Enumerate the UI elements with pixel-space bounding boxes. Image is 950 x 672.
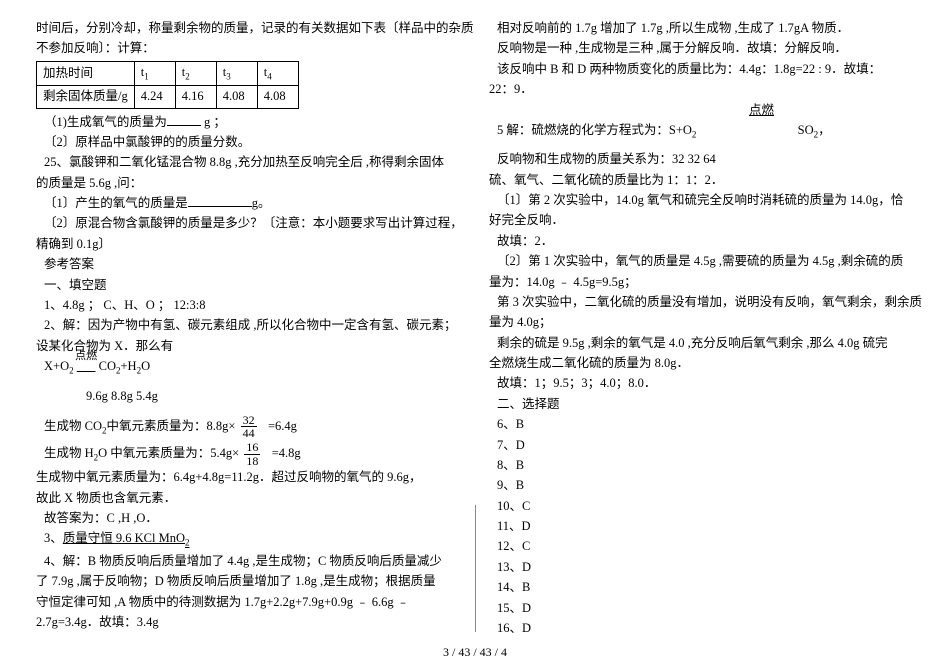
- question-2: 〔2〕原样品中氯酸钾的的质量分数。: [36, 133, 461, 152]
- choice-12: 12、C: [489, 537, 914, 556]
- column-divider: [475, 505, 476, 632]
- text: 第 3 次实验中，二氧化硫的质量没有增加，说明没有反响，氧气剩余，剩余质: [489, 293, 914, 312]
- text: 相对反响前的 1.7g 增加了 1.7g ,所以生成物 ,生成了 1.7gA 物…: [489, 19, 914, 38]
- heating-table: 加热时间 t1 t2 t3 t4 剩余固体质量/g 4.24 4.16 4.08…: [36, 61, 299, 109]
- answer-1: 1、4.8g ； C、H、O ； 12:3:8: [36, 296, 461, 315]
- right-column: 相对反响前的 1.7g 增加了 1.7g ,所以生成物 ,生成了 1.7gA 物…: [489, 18, 914, 639]
- spacer: [36, 407, 461, 413]
- th-time: 加热时间: [37, 61, 135, 85]
- choice-16: 16、D: [489, 619, 914, 638]
- text: 量为：14.0g ﹣ 4.5g=9.5g；: [489, 273, 914, 292]
- choice-10: 10、C: [489, 497, 914, 516]
- fire-label: 点燃: [489, 101, 914, 120]
- equation-line: X+O2 点燃 CO2+H2O: [36, 357, 461, 378]
- choice-11: 11、D: [489, 517, 914, 536]
- text: 〔1〕第 2 次实验中，14.0g 氧气和硫完全反响时消耗硫的质量为 14.0g…: [489, 191, 914, 210]
- answer-4c: 守恒定律可知 ,A 物质中的待测数据为 1.7g+2.2g+7.9g+0.9g …: [36, 593, 461, 612]
- sub-question-2b: 精确到 0.1g〕: [36, 235, 461, 254]
- text: 故填：2．: [489, 232, 914, 251]
- choice-14: 14、B: [489, 578, 914, 597]
- choice-8: 8、B: [489, 456, 914, 475]
- choice-7: 7、D: [489, 436, 914, 455]
- problem-25a: 25、氯酸钾和二氧化锰混合物 8.8g ,充分加热至反响完全后 ,称得剩余固体: [36, 153, 461, 172]
- spacer: [36, 380, 461, 386]
- choice-13: 13、D: [489, 558, 914, 577]
- th-t2: t2: [175, 61, 216, 85]
- sum-2: 故此 X 物质也含氧元素．: [36, 489, 461, 508]
- text: 22：9．: [489, 80, 914, 99]
- cell: 4.08: [216, 86, 257, 108]
- eq-5: 5 解：硫燃烧的化学方程式为：S+O2 SO2，: [489, 121, 914, 142]
- sum-1: 生成物中氧元素质量为：6.4g+4.8g=11.2g．超过反响物的氧气的 9.6…: [36, 468, 461, 487]
- h2o-calc: 生成物 H2O 中氧元素质量为：5.4g× 1618 =4.8g: [36, 441, 461, 467]
- spacer: [489, 143, 914, 149]
- cell: 4.16: [175, 86, 216, 108]
- section-1: 一、填空题: [36, 276, 461, 295]
- co2-calc: 生成物 CO2中氧元素质量为：8.8g× 3244 =6.4g: [36, 414, 461, 440]
- text: 故填：1；9.5；3；4.0；8.0．: [489, 374, 914, 393]
- answer-3: 3、质量守恒 9.6 KCl MnO2: [36, 529, 461, 550]
- th-t3: t3: [216, 61, 257, 85]
- answer-2b: 设某化合物为 X．那么有: [36, 337, 461, 356]
- page-footer: 3 / 43 / 43 / 4: [0, 643, 950, 662]
- answer-4a: 4、解：B 物质反响后质量增加了 4.4g ,是生成物；C 物质反响后质量减少: [36, 552, 461, 571]
- question-1: （1)生成氧气的质量为 g ；: [36, 113, 461, 132]
- answer-2a: 2、解：因为产物中有氢、碳元素组成 ,所以化合物中一定含有氢、碳元素；: [36, 316, 461, 335]
- text: 〔2〕第 1 次实验中，氧气的质量是 4.5g ,需要硫的质量为 4.5g ,剩…: [489, 252, 914, 271]
- text: 时间后，分别冷却，称量剩余物的质量，记录的有关数据如下表〔样品中的杂质: [36, 19, 461, 38]
- sub-question-2a: 〔2〕原混合物含氯酸钾的质量是多少？〔注意：本小题要求写出计算过程，: [36, 214, 461, 233]
- text: 剩余的硫是 9.5g ,剩余的氧气是 4.0 ,充分反响后氧气剩余 ,那么 4.…: [489, 334, 914, 353]
- mass-relation: 反响物和生成物的质量关系为：32 32 64: [489, 150, 914, 169]
- answer-4d: 2.7g=3.4g．故填：3.4g: [36, 613, 461, 632]
- mass-line: 9.6g 8.8g 5.4g: [36, 387, 461, 406]
- answers-heading: 参考答案: [36, 255, 461, 274]
- th-t4: t4: [257, 61, 298, 85]
- cell: 4.08: [257, 86, 298, 108]
- choice-6: 6、B: [489, 415, 914, 434]
- problem-25b: 的质量是 5.6g ,问：: [36, 174, 461, 193]
- answer-2e: 故答案为：C ,H ,O．: [36, 509, 461, 528]
- text: 好完全反响．: [489, 211, 914, 230]
- section-2: 二、选择题: [489, 395, 914, 414]
- choice-15: 15、D: [489, 599, 914, 618]
- text: 反响物是一种 ,生成物是三种 ,属于分解反响．故填：分解反响．: [489, 39, 914, 58]
- text: 全燃烧生成二氧化硫的质量为 8.0g．: [489, 354, 914, 373]
- choice-9: 9、B: [489, 476, 914, 495]
- text: 量为 4.0g；: [489, 313, 914, 332]
- text: 硫、氧气、二氧化硫的质量比为 1：1：2．: [489, 171, 914, 190]
- text: 不参加反响〕：计算：: [36, 39, 461, 58]
- th-t1: t1: [134, 61, 175, 85]
- answer-4b: 了 7.9g ,属于反响物；D 物质反响后质量增加了 1.8g ,是生成物；根据…: [36, 572, 461, 591]
- cell: 4.24: [134, 86, 175, 108]
- left-column: 时间后，分别冷却，称量剩余物的质量，记录的有关数据如下表〔样品中的杂质 不参加反…: [36, 18, 461, 639]
- text: 该反响中 B 和 D 两种物质变化的质量比为：4.4g：1.8g=22 : 9．…: [489, 60, 914, 79]
- th-mass: 剩余固体质量/g: [37, 86, 135, 108]
- sub-question-1: 〔1〕产生的氧气的质量是g。: [36, 194, 461, 213]
